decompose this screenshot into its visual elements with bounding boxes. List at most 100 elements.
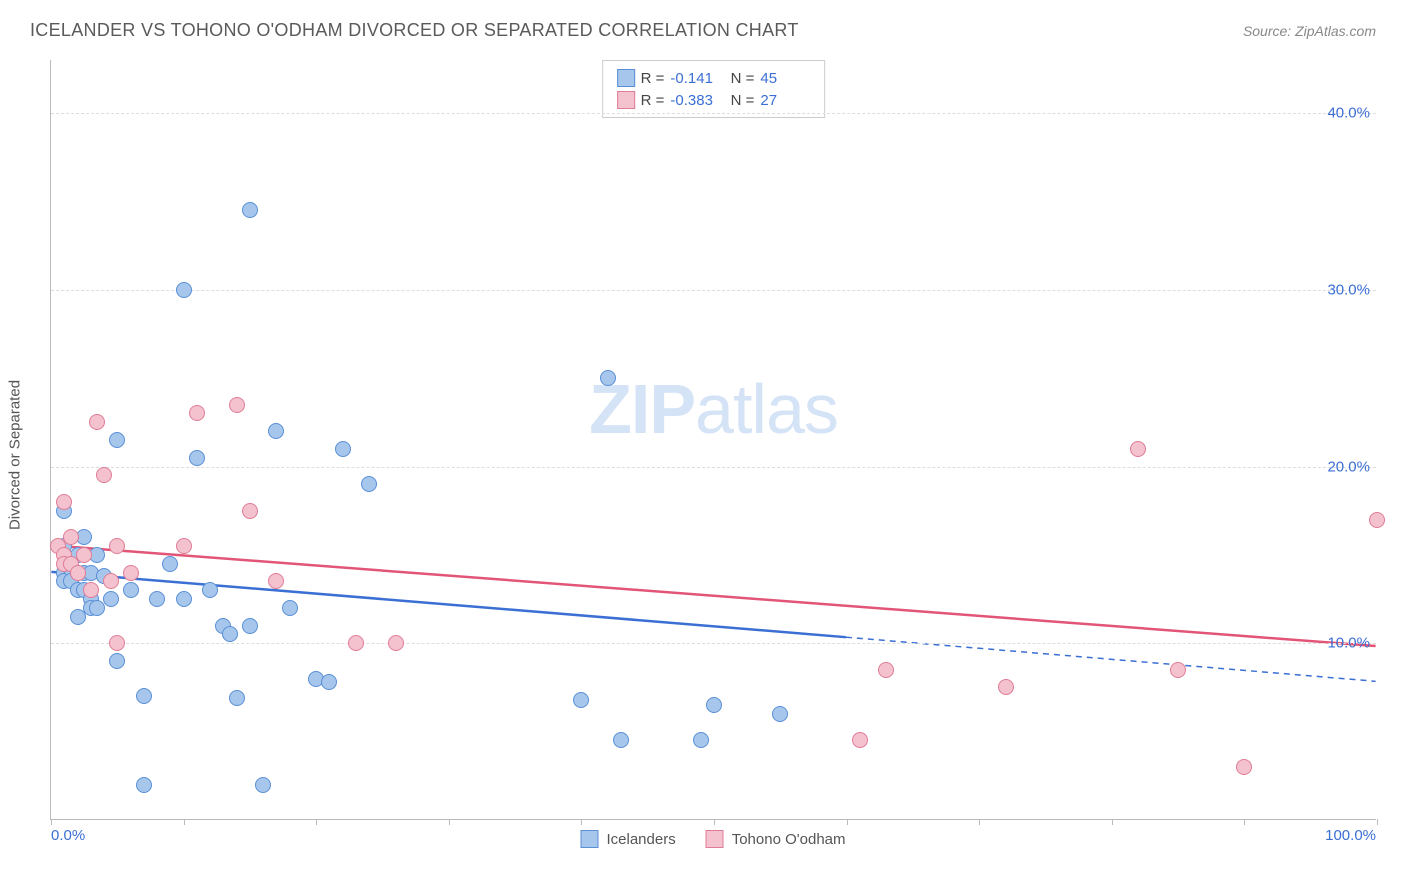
scatter-point (109, 432, 125, 448)
xtick (51, 819, 52, 825)
scatter-point (268, 423, 284, 439)
scatter-point (162, 556, 178, 572)
scatter-point (123, 565, 139, 581)
scatter-point (222, 626, 238, 642)
scatter-point (706, 697, 722, 713)
scatter-point (176, 538, 192, 554)
xaxis-min: 0.0% (51, 827, 85, 844)
scatter-point (229, 690, 245, 706)
stat-n-value: 45 (760, 70, 810, 87)
scatter-point (255, 777, 271, 793)
legend: Icelanders Tohono O'odham (581, 830, 846, 848)
stat-n-value: 27 (760, 92, 810, 109)
scatter-point (109, 635, 125, 651)
legend-swatch (706, 830, 724, 848)
scatter-point (335, 441, 351, 457)
scatter-point (852, 732, 868, 748)
scatter-point (136, 777, 152, 793)
scatter-point (998, 679, 1014, 695)
gridline (51, 290, 1376, 291)
source-label: Source: ZipAtlas.com (1243, 23, 1376, 39)
scatter-point (96, 467, 112, 483)
scatter-point (268, 573, 284, 589)
chart-title: ICELANDER VS TOHONO O'ODHAM DIVORCED OR … (30, 20, 799, 41)
scatter-point (76, 547, 92, 563)
xtick (1112, 819, 1113, 825)
scatter-point (878, 662, 894, 678)
scatter-point (123, 582, 139, 598)
stat-r-value: -0.383 (670, 92, 720, 109)
scatter-point (242, 503, 258, 519)
chart-area: Divorced or Separated ZIPatlas R = -0.14… (50, 60, 1376, 850)
scatter-point (321, 674, 337, 690)
scatter-point (772, 706, 788, 722)
scatter-point (202, 582, 218, 598)
stat-row: R = -0.383 N = 27 (617, 89, 811, 111)
ytick-label: 10.0% (1327, 635, 1370, 652)
xtick (714, 819, 715, 825)
scatter-point (1170, 662, 1186, 678)
stat-n-label: N = (726, 92, 754, 109)
scatter-point (242, 618, 258, 634)
scatter-point (189, 405, 205, 421)
scatter-point (136, 688, 152, 704)
scatter-point (348, 635, 364, 651)
scatter-point (1236, 759, 1252, 775)
xtick (1377, 819, 1378, 825)
legend-label: Tohono O'odham (732, 831, 846, 848)
scatter-point (1130, 441, 1146, 457)
scatter-point (229, 397, 245, 413)
legend-swatch (617, 91, 635, 109)
scatter-point (573, 692, 589, 708)
legend-swatch (581, 830, 599, 848)
scatter-point (56, 494, 72, 510)
scatter-point (83, 582, 99, 598)
stat-r-label: R = (641, 70, 665, 87)
xtick (1244, 819, 1245, 825)
stats-box: R = -0.141 N = 45R = -0.383 N = 27 (602, 60, 826, 118)
xtick (449, 819, 450, 825)
scatter-point (388, 635, 404, 651)
scatter-point (176, 591, 192, 607)
scatter-point (89, 414, 105, 430)
xtick (184, 819, 185, 825)
stat-r-value: -0.141 (670, 70, 720, 87)
scatter-point (613, 732, 629, 748)
stat-n-label: N = (726, 70, 754, 87)
legend-item: Tohono O'odham (706, 830, 846, 848)
scatter-point (282, 600, 298, 616)
yaxis-title: Divorced or Separated (7, 380, 24, 530)
legend-label: Icelanders (607, 831, 676, 848)
xaxis-max: 100.0% (1325, 827, 1376, 844)
gridline (51, 643, 1376, 644)
scatter-point (109, 653, 125, 669)
gridline (51, 467, 1376, 468)
scatter-point (242, 202, 258, 218)
scatter-point (149, 591, 165, 607)
xtick (847, 819, 848, 825)
scatter-point (63, 529, 79, 545)
scatter-point (103, 573, 119, 589)
scatter-point (1369, 512, 1385, 528)
stat-row: R = -0.141 N = 45 (617, 67, 811, 89)
ytick-label: 40.0% (1327, 105, 1370, 122)
ytick-label: 30.0% (1327, 281, 1370, 298)
scatter-point (70, 565, 86, 581)
scatter-point (693, 732, 709, 748)
gridline (51, 113, 1376, 114)
scatter-point (600, 370, 616, 386)
ytick-label: 20.0% (1327, 458, 1370, 475)
stat-r-label: R = (641, 92, 665, 109)
watermark: ZIPatlas (589, 369, 838, 449)
xtick (581, 819, 582, 825)
scatter-point (176, 282, 192, 298)
scatter-point (189, 450, 205, 466)
plot-region: ZIPatlas R = -0.141 N = 45R = -0.383 N =… (50, 60, 1376, 820)
scatter-point (361, 476, 377, 492)
xtick (316, 819, 317, 825)
legend-item: Icelanders (581, 830, 676, 848)
scatter-point (103, 591, 119, 607)
scatter-point (109, 538, 125, 554)
legend-swatch (617, 69, 635, 87)
xtick (979, 819, 980, 825)
